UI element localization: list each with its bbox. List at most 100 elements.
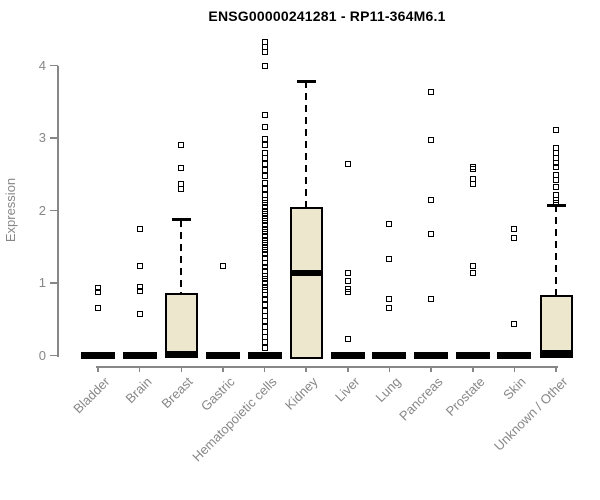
box-5	[289, 206, 323, 359]
outlier-point	[136, 283, 143, 290]
outlier-point	[344, 277, 351, 284]
x-tick	[513, 366, 516, 372]
x-axis-line	[96, 366, 558, 368]
outlier-point	[261, 236, 268, 243]
outlier-point	[261, 161, 268, 168]
outlier-point	[261, 272, 268, 279]
y-tick-label: 1	[38, 275, 46, 290]
outlier-point	[261, 339, 268, 346]
outlier-point	[261, 48, 268, 55]
outlier-point	[386, 221, 393, 228]
outlier-point	[261, 255, 268, 262]
outlier-point	[261, 203, 268, 210]
outlier-point	[553, 196, 560, 203]
collapsed-box-0	[81, 352, 115, 359]
collapsed-box-8	[414, 352, 449, 359]
y-tick-label: 0	[38, 347, 46, 363]
y-tick	[50, 137, 58, 139]
outlier-point	[261, 166, 268, 173]
x-tick	[263, 366, 266, 372]
whisker-line	[305, 81, 308, 207]
outlier-point	[95, 285, 101, 292]
outlier-point	[261, 247, 268, 254]
outlier-point	[261, 287, 268, 294]
collapsed-box-9	[455, 352, 490, 359]
chart-title: ENSG00000241281 - RP11-364M6.1	[208, 8, 446, 24]
outlier-point	[261, 259, 268, 266]
outlier-point	[469, 166, 476, 173]
box-2	[164, 293, 198, 359]
outlier-point	[178, 181, 185, 188]
whisker-cap	[171, 218, 191, 222]
outlier-point	[178, 141, 185, 148]
outlier-point	[261, 232, 268, 239]
outlier-point	[344, 161, 351, 168]
outlier-point	[261, 225, 268, 232]
y-tick	[50, 209, 58, 212]
outlier-point	[469, 269, 476, 276]
outlier-point	[261, 251, 268, 257]
outlier-point	[261, 207, 268, 214]
outlier-point	[428, 196, 435, 203]
outlier-point	[261, 295, 268, 302]
x-tick	[305, 366, 307, 372]
y-tick	[50, 354, 58, 357]
outlier-point	[136, 226, 143, 233]
outlier-point	[553, 177, 560, 184]
outlier-point	[261, 211, 268, 218]
outlier-point	[386, 256, 393, 263]
x-tick	[180, 366, 183, 372]
outlier-point	[261, 200, 268, 207]
y-tick	[50, 282, 58, 284]
outlier-point	[261, 62, 268, 69]
outlier-point	[428, 137, 435, 144]
median-2	[164, 351, 198, 358]
outlier-point	[428, 231, 435, 238]
outlier-point	[95, 288, 101, 295]
outlier-point	[469, 175, 476, 182]
outlier-point	[95, 304, 101, 311]
outlier-point	[261, 218, 268, 225]
outlier-point	[261, 185, 268, 192]
outlier-point	[261, 142, 268, 149]
collapsed-box-6	[330, 352, 365, 359]
outlier-point	[428, 89, 435, 96]
outlier-point	[261, 291, 268, 298]
x-tick	[347, 366, 349, 372]
outlier-point	[261, 283, 268, 290]
outlier-point	[136, 263, 143, 270]
outlier-point	[344, 269, 351, 276]
outlier-point	[428, 295, 435, 302]
x-tick	[388, 366, 391, 372]
outlier-point	[261, 301, 268, 308]
y-tick-label: 3	[38, 130, 46, 145]
x-tick	[222, 366, 224, 372]
outlier-point	[261, 280, 268, 286]
outlier-point	[261, 136, 268, 143]
outlier-point	[261, 196, 268, 203]
x-tick	[555, 366, 557, 372]
whisker-cap	[296, 79, 316, 83]
outlier-point	[511, 235, 518, 242]
median-11	[539, 350, 573, 357]
outlier-point	[511, 320, 518, 327]
y-axis-line	[57, 65, 59, 357]
outlier-point	[261, 243, 268, 250]
outlier-point	[261, 155, 268, 162]
box-11	[539, 295, 573, 359]
outlier-point	[261, 268, 268, 275]
collapsed-box-1	[122, 352, 157, 359]
y-tick-label: 4	[38, 57, 46, 73]
y-tick	[50, 64, 58, 67]
collapsed-box-3	[205, 352, 240, 359]
outlier-point	[261, 229, 268, 236]
outlier-point	[261, 44, 268, 51]
outlier-point	[178, 164, 185, 171]
collapsed-box-10	[497, 352, 532, 359]
outlier-point	[344, 288, 351, 295]
outlier-point	[136, 311, 143, 318]
y-tick-label: 2	[38, 202, 46, 218]
outlier-point	[261, 111, 268, 118]
